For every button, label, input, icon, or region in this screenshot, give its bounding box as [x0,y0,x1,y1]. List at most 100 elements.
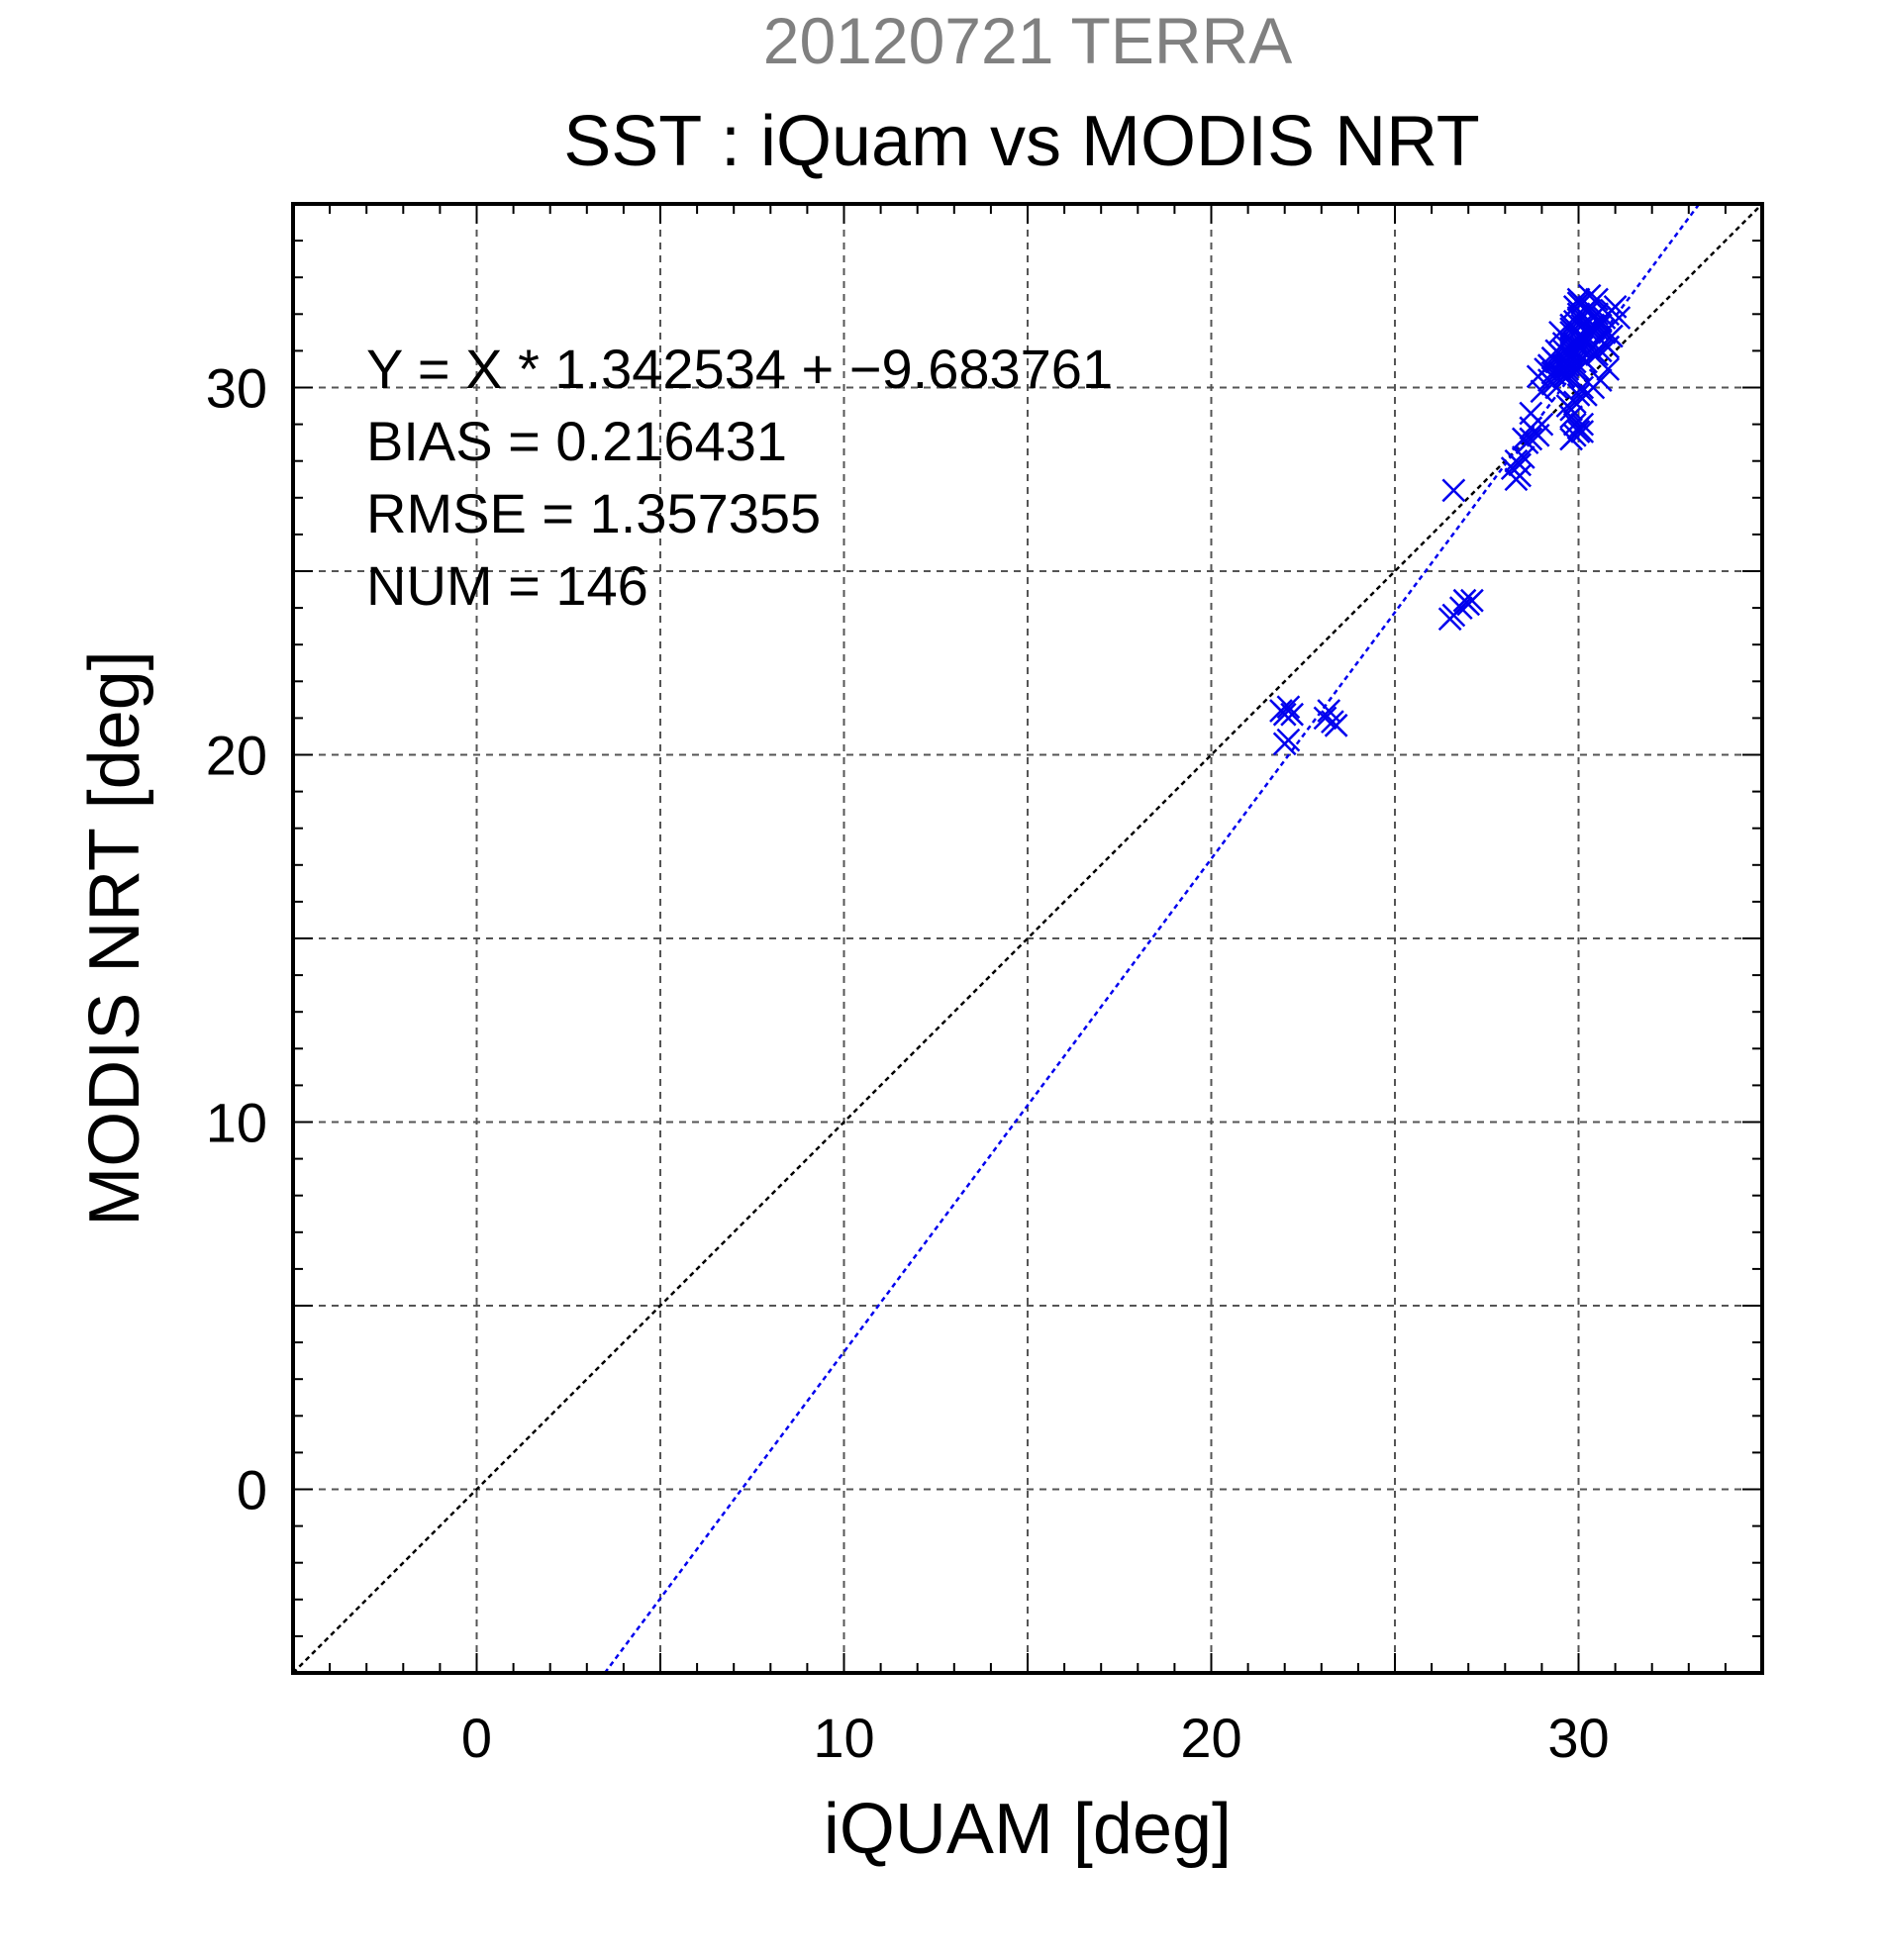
data-point-stroke [1566,383,1591,407]
y-tick-label: 20 [206,725,267,787]
data-point [1555,343,1580,366]
data-point-stroke [1441,478,1466,503]
data-point-stroke [1588,368,1613,392]
data-point-stroke [1272,702,1297,727]
data-point [1441,478,1466,503]
annotation-num: NUM = 146 [366,554,648,617]
data-point [1566,420,1591,443]
annotation-bias: BIAS = 0.216431 [366,410,787,472]
data-point-stroke [1551,364,1576,389]
data-point-stroke [1324,713,1348,737]
data-point [1588,368,1613,392]
data-point-stroke [1570,375,1595,400]
data-point [1559,405,1583,430]
data-point-stroke [1588,339,1613,363]
y-tick-label: 10 [206,1092,267,1154]
data-point-stroke [1559,397,1583,422]
data-point-stroke [1559,405,1583,430]
data-point [1566,306,1591,330]
x-tick-label: 10 [813,1707,874,1769]
regression-line [603,204,1701,1673]
data-point-stroke [1566,306,1591,330]
data-point [1570,375,1595,400]
data-point-stroke [1585,287,1609,312]
y-axis-label: MODIS NRT [deg] [75,650,154,1226]
chart-supertitle: 20120721 TERRA [763,4,1292,77]
data-point-stroke [1511,445,1535,469]
data-point-stroke [1548,343,1572,366]
x-axis-label: iQUAM [deg] [824,1790,1232,1869]
data-point [1448,596,1473,620]
y-tick-label: 0 [237,1459,267,1521]
data-point [1570,420,1595,443]
data-points [1269,283,1632,756]
data-point [1460,588,1484,613]
x-tick-label: 20 [1180,1707,1241,1769]
data-point-stroke [1519,401,1543,426]
data-point-stroke [1448,596,1473,620]
data-point [1555,364,1580,389]
data-point [1548,320,1572,344]
data-point [1519,427,1543,451]
y-tick-label: 30 [206,357,267,420]
data-point [1559,397,1583,422]
data-point [1272,702,1297,727]
data-point [1276,728,1301,752]
data-point-stroke [1548,320,1572,344]
data-point-stroke [1577,298,1602,323]
x-tick-label: 30 [1547,1707,1609,1769]
data-point [1562,390,1587,415]
stats-annotation: Y = X * 1.342534 + −9.683761 BIAS = 0.21… [366,338,1113,617]
data-point-stroke [1540,371,1565,396]
data-point-stroke [1566,420,1591,443]
data-point [1596,335,1621,359]
data-point-stroke [1592,320,1617,344]
x-tick-label: 0 [461,1707,492,1769]
data-point-stroke [1596,357,1621,381]
grid-lines [293,204,1762,1673]
data-point-stroke [1570,412,1595,437]
tick-labels: 0 10 20 30 0 10 20 30 [206,357,1610,1770]
data-point [1280,702,1305,727]
data-point [1276,695,1301,720]
data-point-stroke [1581,343,1606,366]
data-point [1540,371,1565,396]
data-point-stroke [1555,364,1580,389]
data-point-stroke [1276,728,1301,752]
data-point-stroke [1596,335,1621,359]
data-point-stroke [1280,702,1305,727]
data-point [1588,339,1613,363]
data-point [1570,335,1595,359]
data-point [1519,401,1543,426]
data-point [1551,364,1576,389]
data-point [1581,343,1606,366]
data-point-stroke [1519,427,1543,451]
annotation-fit-equation: Y = X * 1.342534 + −9.683761 [366,338,1113,400]
data-point [1530,379,1554,404]
data-point-stroke [1581,317,1606,342]
data-point-stroke [1317,699,1341,723]
data-point [1324,713,1348,737]
data-point-stroke [1276,695,1301,720]
data-point-stroke [1313,706,1337,731]
data-point [1581,317,1606,342]
chart-title: SST : iQuam vs MODIS NRT [563,102,1480,181]
data-point-stroke [1511,427,1535,451]
data-point [1508,452,1533,477]
data-point-stroke [1562,390,1587,415]
data-point [1511,445,1535,469]
data-point [1585,287,1609,312]
data-point-stroke [1570,324,1595,348]
data-point-stroke [1570,420,1595,443]
annotation-rmse: RMSE = 1.357355 [366,482,821,544]
data-point-stroke [1508,463,1533,488]
data-point [1548,343,1572,366]
data-point-stroke [1570,335,1595,359]
plot-frame [291,202,1764,1675]
data-point [1570,412,1595,437]
data-point-stroke [1570,313,1595,338]
data-point [1313,706,1337,731]
data-point [1570,324,1595,348]
